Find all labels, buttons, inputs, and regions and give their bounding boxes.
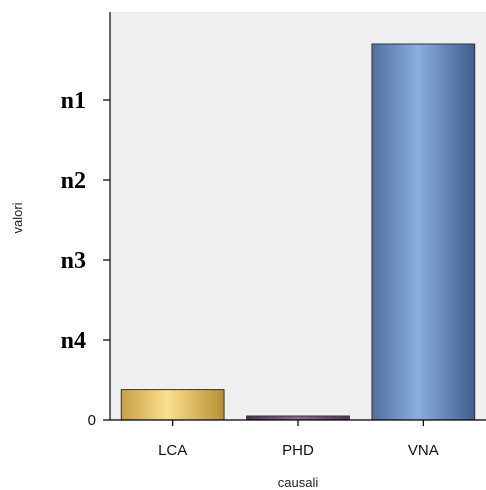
bar-vna — [371, 43, 476, 421]
y-tick-label: n4 — [61, 328, 86, 354]
y-tick-label: n3 — [61, 248, 86, 274]
y-tick-label: n2 — [61, 168, 86, 194]
y-axis-title: valori — [10, 202, 25, 233]
bars — [120, 43, 476, 421]
x-tick-label: VNA — [408, 442, 439, 459]
y-tick-label: 0 — [88, 412, 96, 429]
x-axis-title: causali — [278, 475, 319, 490]
y-tick-label: n1 — [61, 88, 86, 114]
x-tick-label: PHD — [282, 442, 314, 459]
y-ticks: 0 n4 n3 n2 n1 — [61, 88, 110, 429]
bar-lca — [120, 389, 225, 421]
x-tick-label: LCA — [158, 442, 187, 459]
x-ticks: LCA PHD VNA — [158, 420, 439, 459]
